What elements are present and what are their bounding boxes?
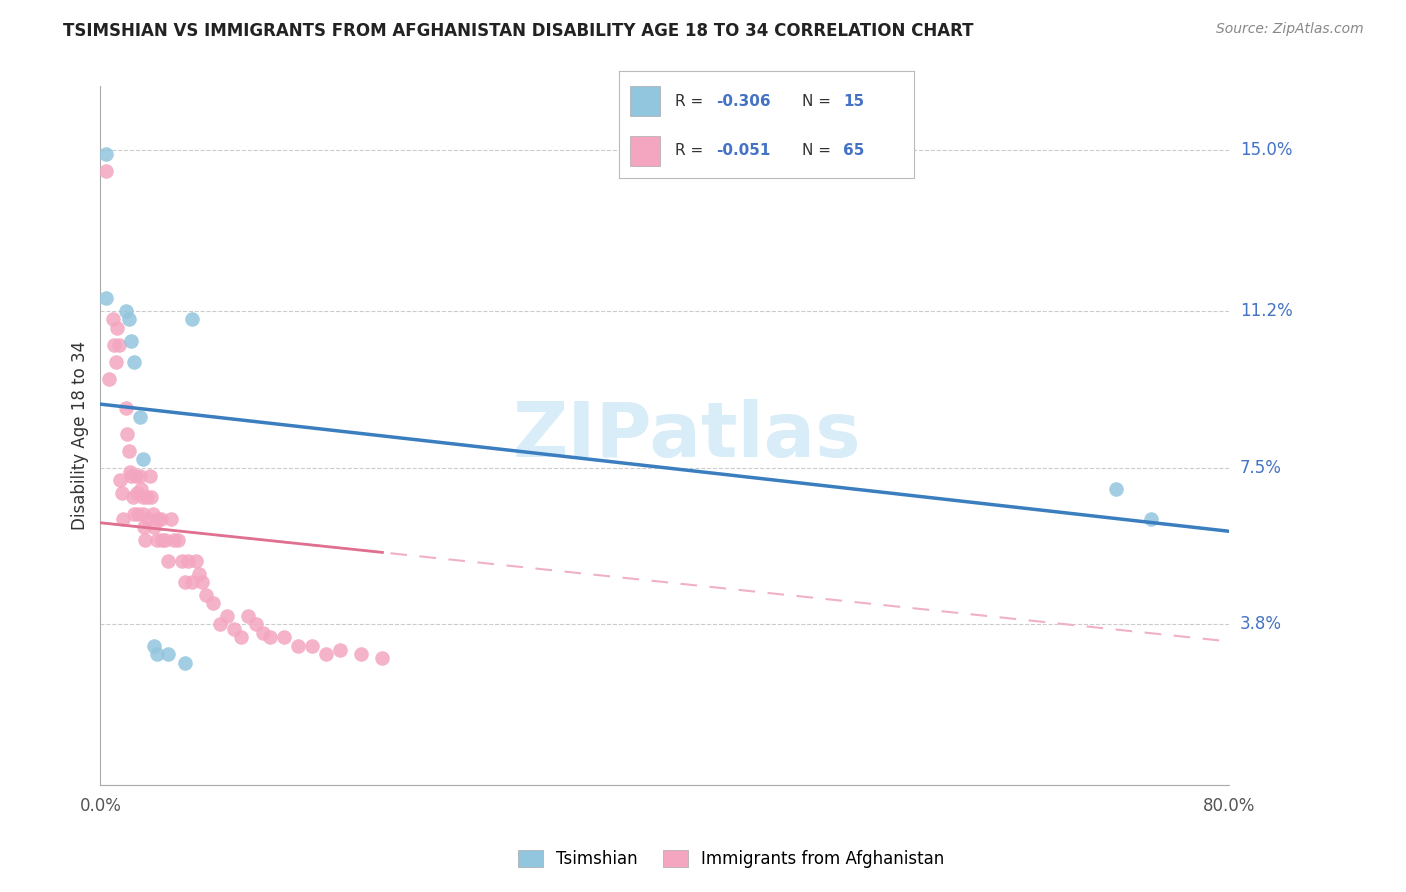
Point xyxy=(97,372,120,386)
Point xyxy=(139,491,162,505)
Point xyxy=(202,596,225,610)
Point xyxy=(191,575,214,590)
Point xyxy=(152,533,174,547)
Point xyxy=(371,651,394,665)
Point xyxy=(252,626,274,640)
Point xyxy=(1140,511,1163,525)
Point xyxy=(146,647,169,661)
Point xyxy=(128,469,150,483)
Bar xyxy=(630,136,659,166)
Text: N =: N = xyxy=(801,94,835,109)
Point xyxy=(134,533,156,547)
Point xyxy=(287,639,309,653)
Point xyxy=(174,656,197,670)
Point xyxy=(148,511,170,525)
Point xyxy=(186,554,208,568)
Text: 15: 15 xyxy=(844,94,865,109)
Point xyxy=(181,575,204,590)
Point xyxy=(217,609,239,624)
Point xyxy=(108,474,131,488)
Point xyxy=(195,588,218,602)
Point xyxy=(110,486,132,500)
Text: 11.2%: 11.2% xyxy=(1240,301,1292,320)
Text: 3.8%: 3.8% xyxy=(1240,615,1282,633)
Point xyxy=(209,617,232,632)
Point xyxy=(259,630,281,644)
Point xyxy=(117,443,139,458)
Point xyxy=(118,465,141,479)
Point xyxy=(125,486,148,500)
Point xyxy=(131,491,153,505)
Point xyxy=(177,554,200,568)
Point xyxy=(114,304,136,318)
Point xyxy=(115,426,138,441)
Point xyxy=(107,338,129,352)
Text: TSIMSHIAN VS IMMIGRANTS FROM AFGHANISTAN DISABILITY AGE 18 TO 34 CORRELATION CHA: TSIMSHIAN VS IMMIGRANTS FROM AFGHANISTAN… xyxy=(63,22,974,40)
Point xyxy=(181,312,204,326)
Text: R =: R = xyxy=(675,94,707,109)
Point xyxy=(101,312,124,326)
Point xyxy=(188,566,211,581)
Text: N =: N = xyxy=(801,143,835,158)
Point xyxy=(138,469,160,483)
Point xyxy=(117,312,139,326)
Point xyxy=(1105,482,1128,496)
Point xyxy=(150,511,173,525)
Point xyxy=(122,508,145,522)
Text: 15.0%: 15.0% xyxy=(1240,141,1292,159)
Legend: Tsimshian, Immigrants from Afghanistan: Tsimshian, Immigrants from Afghanistan xyxy=(512,843,950,875)
Point xyxy=(122,355,145,369)
Point xyxy=(103,338,125,352)
Point xyxy=(104,355,127,369)
Point xyxy=(350,647,373,661)
Point xyxy=(301,639,323,653)
Point xyxy=(172,554,194,568)
Text: 65: 65 xyxy=(844,143,865,158)
Point xyxy=(142,639,165,653)
Point xyxy=(94,164,117,178)
Point xyxy=(157,647,180,661)
Point xyxy=(142,520,165,534)
Point xyxy=(120,334,142,348)
Point xyxy=(224,622,246,636)
Point xyxy=(94,147,117,161)
Point xyxy=(124,469,146,483)
Point xyxy=(167,533,190,547)
Point xyxy=(132,520,155,534)
Point xyxy=(315,647,337,661)
Text: Source: ZipAtlas.com: Source: ZipAtlas.com xyxy=(1216,22,1364,37)
Point xyxy=(174,575,197,590)
Point xyxy=(136,511,159,525)
Point xyxy=(273,630,295,644)
Point xyxy=(129,482,152,496)
Point xyxy=(157,554,180,568)
Y-axis label: Disability Age 18 to 34: Disability Age 18 to 34 xyxy=(72,342,89,531)
Point xyxy=(135,491,157,505)
Point xyxy=(160,511,183,525)
Bar xyxy=(630,87,659,116)
Point xyxy=(163,533,186,547)
Text: 7.5%: 7.5% xyxy=(1240,458,1282,476)
Point xyxy=(94,291,117,305)
Point xyxy=(155,533,177,547)
Text: -0.051: -0.051 xyxy=(716,143,770,158)
Text: R =: R = xyxy=(675,143,707,158)
Point xyxy=(105,321,128,335)
Point xyxy=(131,508,153,522)
Point xyxy=(120,469,142,483)
Point xyxy=(141,508,163,522)
Text: -0.306: -0.306 xyxy=(716,94,770,109)
Point xyxy=(146,533,169,547)
Point xyxy=(245,617,267,632)
Point xyxy=(131,452,153,467)
Point xyxy=(128,409,150,424)
Text: ZIPatlas: ZIPatlas xyxy=(513,399,862,473)
Point xyxy=(329,643,352,657)
Point xyxy=(111,511,134,525)
Point xyxy=(121,491,143,505)
Point xyxy=(127,508,149,522)
Point xyxy=(238,609,260,624)
Point xyxy=(114,401,136,416)
Point xyxy=(231,630,253,644)
